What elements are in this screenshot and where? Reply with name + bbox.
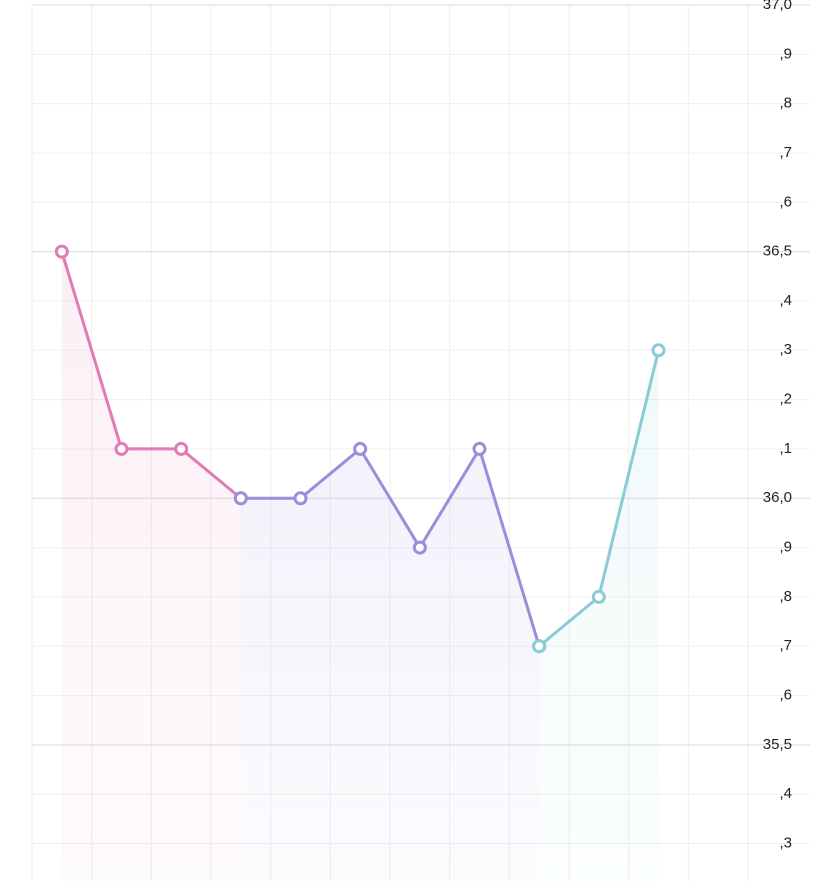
y-tick-label: ,7 xyxy=(779,637,792,654)
area xyxy=(61,251,241,881)
y-tick-label: ,9 xyxy=(779,539,792,556)
y-tick-label: ,4 xyxy=(779,292,792,309)
point xyxy=(54,244,69,259)
point xyxy=(591,589,606,604)
y-tick-label: 37,0 xyxy=(763,0,792,13)
y-tick-label: ,8 xyxy=(779,588,792,605)
y-tick-label: ,1 xyxy=(779,440,792,457)
y-tick-label: ,6 xyxy=(779,193,792,210)
point xyxy=(293,491,308,506)
y-tick-label: ,9 xyxy=(779,45,792,62)
y-tick-label: 36,5 xyxy=(763,243,792,260)
point xyxy=(233,491,248,506)
y-tick-label: ,8 xyxy=(779,95,792,112)
point xyxy=(472,441,487,456)
area xyxy=(539,350,659,881)
line xyxy=(60,251,242,500)
point xyxy=(412,540,427,555)
point xyxy=(174,441,189,456)
point xyxy=(532,639,547,654)
point xyxy=(651,343,666,358)
y-tick-label: ,4 xyxy=(779,785,792,802)
area xyxy=(240,448,540,881)
y-tick-label: ,6 xyxy=(779,687,792,704)
y-tick-label: 35,5 xyxy=(763,736,792,753)
y-tick-label: 36,0 xyxy=(763,489,792,506)
point xyxy=(114,441,129,456)
y-tick-label: ,3 xyxy=(779,834,792,851)
line xyxy=(240,447,541,647)
y-tick-label: ,2 xyxy=(779,391,792,408)
point xyxy=(353,441,368,456)
y-tick-label: ,3 xyxy=(779,341,792,358)
y-tick-label: ,7 xyxy=(779,144,792,161)
